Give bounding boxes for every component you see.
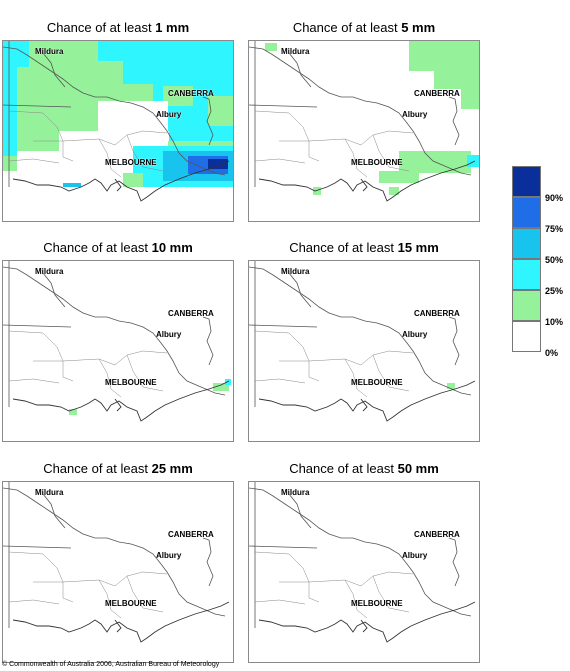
map-graphic: [3, 482, 230, 643]
legend-label-10: 10%: [545, 317, 564, 327]
place-label-albury: Albury: [156, 110, 182, 119]
legend-swatch-25: [512, 259, 541, 290]
place-label-albury: Albury: [402, 330, 428, 339]
coastline: [258, 380, 476, 422]
legend-swatch-10: [512, 290, 541, 321]
place-label-mildura: Mildura: [35, 488, 64, 497]
copyright-notice: © Commonwealth of Australia 2006, Austra…: [2, 661, 220, 668]
map-25mm: Mildura CANBERRA Albury MELBOURNE: [2, 481, 234, 663]
map-1mm: Mildura CANBERRA Albury MELBOURNE: [2, 40, 234, 222]
place-label-mildura: Mildura: [35, 47, 64, 56]
state-boundaries: [3, 261, 226, 407]
place-label-melbourne: MELBOURNE: [105, 378, 157, 387]
map-15mm: Mildura CANBERRA Albury MELBOURNE: [248, 260, 480, 442]
place-label-melbourne: MELBOURNE: [351, 599, 403, 608]
district-lines: [254, 330, 414, 398]
panel-title: Chance of at least 15 mm: [289, 240, 439, 255]
place-label-melbourne: MELBOURNE: [351, 378, 403, 387]
legend-swatch-0: [512, 321, 541, 352]
legend-label-75: 75%: [545, 224, 564, 234]
map-graphic: [3, 41, 233, 221]
map-graphic: [249, 41, 479, 202]
map-10mm: Mildura CANBERRA Albury MELBOURNE: [2, 260, 234, 442]
place-label-melbourne: MELBOURNE: [105, 158, 157, 167]
place-label-melbourne: MELBOURNE: [351, 158, 403, 167]
place-label-mildura: Mildura: [281, 267, 310, 276]
map-graphic: [249, 482, 476, 643]
map-5mm: Mildura CANBERRA Albury MELBOURNE: [248, 40, 480, 222]
legend-label-50: 50%: [545, 255, 564, 265]
legend-label-25: 25%: [545, 286, 564, 296]
district-lines: [254, 551, 414, 619]
place-label-mildura: Mildura: [35, 267, 64, 276]
place-label-melbourne: MELBOURNE: [105, 599, 157, 608]
legend-label-0: 0%: [545, 348, 559, 358]
panel-title: Chance of at least 5 mm: [292, 20, 436, 35]
legend-swatch-90: [512, 166, 541, 197]
coastline: [258, 601, 476, 643]
coastline: [12, 601, 230, 643]
legend-swatch-50: [512, 228, 541, 259]
place-label-mildura: Mildura: [281, 488, 310, 497]
legend-label-90: 90%: [545, 193, 564, 203]
state-boundaries: [249, 261, 472, 407]
coastline: [12, 160, 230, 202]
place-label-albury: Albury: [402, 110, 428, 119]
probability-shading: [3, 41, 233, 221]
place-label-canberra: CANBERRA: [414, 530, 460, 539]
place-label-canberra: CANBERRA: [414, 309, 460, 318]
district-lines: [254, 110, 414, 178]
coastline: [258, 160, 476, 202]
map-50mm: Mildura CANBERRA Albury MELBOURNE: [248, 481, 480, 663]
legend-swatch-75: [512, 197, 541, 228]
district-lines: [8, 330, 168, 398]
panel-title: Chance of at least 1 mm: [46, 20, 190, 35]
panel-title: Chance of at least 25 mm: [43, 461, 193, 476]
map-graphic: [249, 261, 476, 422]
place-label-canberra: CANBERRA: [168, 309, 214, 318]
panel-title: Chance of at least 10 mm: [43, 240, 193, 255]
coastline: [12, 380, 230, 422]
panel-title: Chance of at least 50 mm: [289, 461, 439, 476]
place-label-canberra: CANBERRA: [168, 530, 214, 539]
state-boundaries: [3, 482, 226, 628]
district-lines: [8, 110, 168, 178]
place-label-canberra: CANBERRA: [168, 89, 214, 98]
place-label-albury: Albury: [402, 551, 428, 560]
state-boundaries: [249, 482, 472, 628]
state-boundaries: [3, 41, 226, 187]
place-label-albury: Albury: [156, 330, 182, 339]
place-label-canberra: CANBERRA: [414, 89, 460, 98]
probability-shading: [447, 383, 455, 389]
map-graphic: [3, 261, 231, 422]
place-label-mildura: Mildura: [281, 47, 310, 56]
place-label-albury: Albury: [156, 551, 182, 560]
state-boundaries: [249, 41, 472, 187]
district-lines: [8, 551, 168, 619]
